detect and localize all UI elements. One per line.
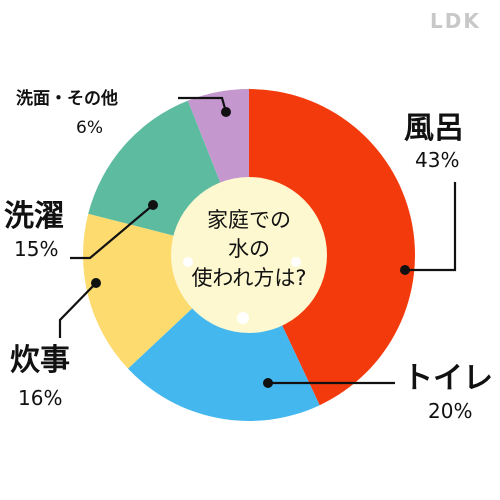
leader-dot <box>263 378 273 388</box>
slice-label-value: 16% <box>18 386 62 410</box>
slice-label-name: 洗面・その他 <box>16 88 118 109</box>
slice-label-value: 6% <box>76 118 103 138</box>
leader-line <box>58 282 97 338</box>
center-title-line-3: 使われ方は? <box>191 266 306 290</box>
slice-label-name: 風呂 <box>404 111 464 146</box>
slice-label-name: 炊事 <box>10 343 70 378</box>
center-bubble <box>183 257 193 267</box>
brand-logo: LDK <box>430 9 481 33</box>
leader-dot <box>148 200 158 210</box>
center-title-line-1: 家庭での <box>207 208 291 232</box>
slice-label-name: 洗濯 <box>4 199 64 234</box>
center-title-line-2: 水の <box>228 237 270 261</box>
leader-lines-group <box>58 96 457 388</box>
slice-label-value: 15% <box>14 237 58 261</box>
leader-dot <box>400 265 410 275</box>
slice-label-value: 43% <box>415 148 459 172</box>
center-bubble <box>291 257 301 267</box>
slices-group <box>83 89 415 421</box>
leader-dot <box>221 107 231 117</box>
leader-line <box>405 182 457 272</box>
slice <box>249 89 415 406</box>
slice-label-name: トイレ <box>403 361 493 396</box>
slice <box>127 255 320 421</box>
leader-line <box>70 204 154 260</box>
slice-label-value: 20% <box>428 399 472 423</box>
center-bubble <box>237 312 249 324</box>
leader-dot <box>91 278 101 288</box>
center-disc <box>171 177 327 333</box>
